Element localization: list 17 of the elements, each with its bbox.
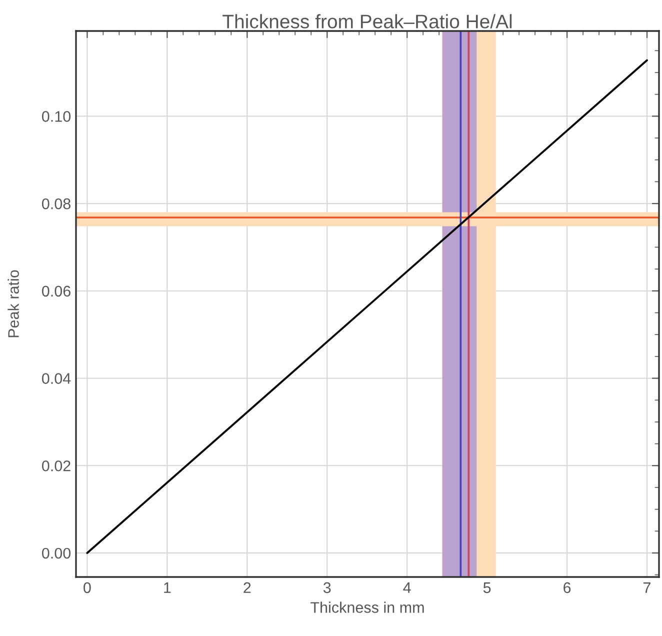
x-tick-label: 5 <box>483 582 491 594</box>
x-tick-label: 0 <box>84 582 91 594</box>
y-tick-label: 0.08 <box>42 198 70 210</box>
chart-title: Thickness from Peak–Ratio He/Al <box>222 14 512 28</box>
x-tick-label: 6 <box>564 582 571 594</box>
y-tick-label: 0.02 <box>42 460 70 472</box>
y-tick-label: 0.06 <box>42 286 70 297</box>
y-tick-label: 0.04 <box>42 373 71 384</box>
x-axis-title: Thickness in mm <box>310 602 424 613</box>
x-tick-label: 3 <box>323 582 331 594</box>
y-axis-title: Peak ratio <box>8 270 19 338</box>
x-tick-label: 7 <box>644 582 650 593</box>
x-tick-label: 1 <box>164 582 171 593</box>
x-tick-label: 2 <box>244 582 251 593</box>
y-tick-label: 0.10 <box>42 111 71 122</box>
y-tick-label: 0.00 <box>42 548 71 559</box>
x-tick-label: 4 <box>403 582 411 593</box>
